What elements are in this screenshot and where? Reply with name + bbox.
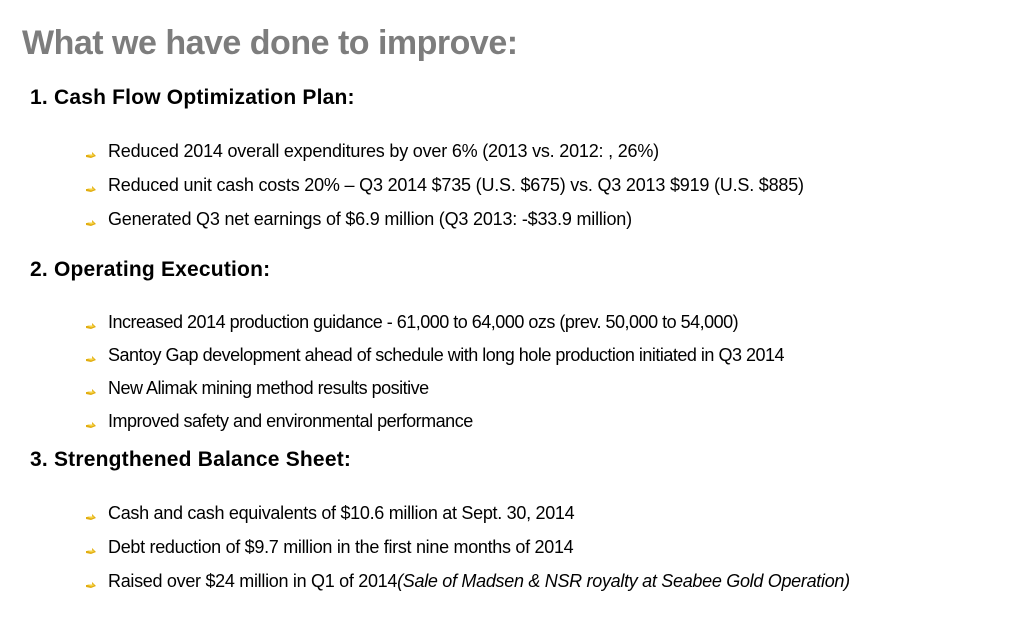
bullet-text: Generated Q3 net earnings of $6.9 millio… (108, 209, 632, 229)
bullet-text: Cash and cash equivalents of $10.6 milli… (108, 503, 575, 523)
bullet-item: New Alimak mining method results positiv… (85, 372, 1010, 405)
bullet-list: Reduced 2014 overall expenditures by ove… (85, 134, 1010, 236)
gold-arrow-bullet-icon (86, 356, 96, 362)
slide-title: What we have done to improve: (22, 24, 518, 62)
gold-arrow-bullet-icon (86, 514, 96, 520)
gold-arrow-bullet-icon (86, 582, 96, 588)
bullet-text: Improved safety and environmental perfor… (108, 411, 473, 431)
bullet-list: Increased 2014 production guidance - 61,… (85, 306, 1010, 438)
section-heading: 2. Operating Execution: (30, 258, 271, 281)
bullet-text: Reduced 2014 overall expenditures by ove… (108, 141, 659, 161)
section-cash-flow: 1. Cash Flow Optimization Plan: Reduced … (22, 86, 1010, 236)
bullet-item: Raised over $24 million in Q1 of 2014 (S… (85, 564, 1010, 598)
bullet-text: New Alimak mining method results positiv… (108, 378, 429, 398)
bullet-item: Improved safety and environmental perfor… (85, 405, 1010, 438)
bullet-item: Santoy Gap development ahead of schedule… (85, 339, 1010, 372)
bullet-item: Cash and cash equivalents of $10.6 milli… (85, 496, 1010, 530)
section-heading: 3. Strengthened Balance Sheet: (30, 448, 352, 471)
bullet-item: Reduced unit cash costs 20% – Q3 2014 $7… (85, 168, 1010, 202)
section-operating-execution: 2. Operating Execution: Increased 2014 p… (22, 258, 1010, 438)
bullet-item: Debt reduction of $9.7 million in the fi… (85, 530, 1010, 564)
gold-arrow-bullet-icon (86, 152, 96, 158)
gold-arrow-bullet-icon (86, 422, 96, 428)
gold-arrow-bullet-icon (86, 220, 96, 226)
gold-arrow-bullet-icon (86, 186, 96, 192)
bullet-list: Cash and cash equivalents of $10.6 milli… (85, 496, 1010, 598)
gold-arrow-bullet-icon (86, 323, 96, 329)
section-balance-sheet: 3. Strengthened Balance Sheet: Cash and … (22, 448, 1010, 598)
bullet-text: Raised over $24 million in Q1 of 2014 (108, 571, 398, 591)
bullet-text: Reduced unit cash costs 20% – Q3 2014 $7… (108, 175, 804, 195)
gold-arrow-bullet-icon (86, 548, 96, 554)
bullet-item: Generated Q3 net earnings of $6.9 millio… (85, 202, 1010, 236)
bullet-text: Santoy Gap development ahead of schedule… (108, 345, 785, 365)
bullet-text: Debt reduction of $9.7 million in the fi… (108, 537, 574, 557)
bullet-item: Increased 2014 production guidance - 61,… (85, 306, 1010, 339)
section-heading: 1. Cash Flow Optimization Plan: (30, 86, 355, 109)
bullet-text: Increased 2014 production guidance - 61,… (108, 312, 739, 332)
bullet-text-italic: (Sale of Madsen & NSR royalty at Seabee … (397, 571, 850, 591)
bullet-item: Reduced 2014 overall expenditures by ove… (85, 134, 1010, 168)
gold-arrow-bullet-icon (86, 389, 96, 395)
